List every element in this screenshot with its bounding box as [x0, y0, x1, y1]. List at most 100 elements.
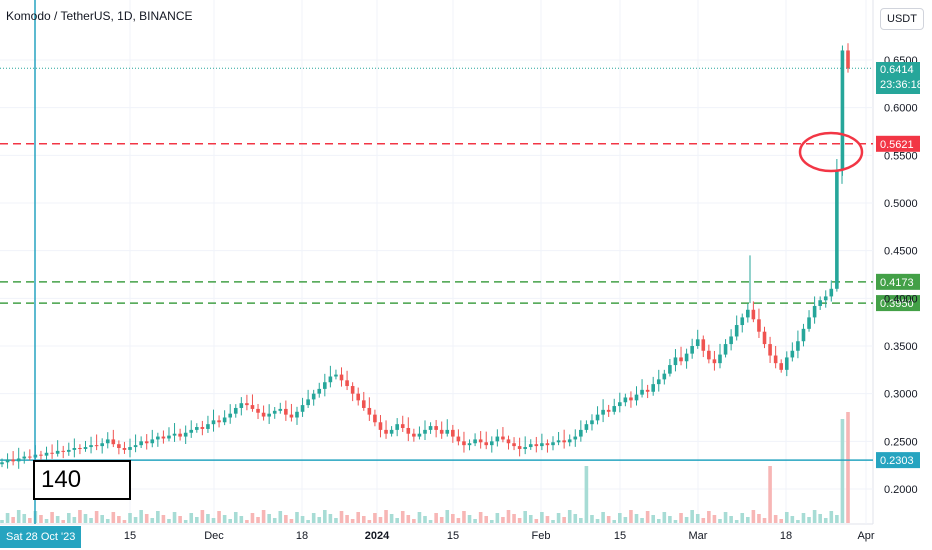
candle-body [72, 448, 77, 450]
candle-body [128, 447, 132, 450]
candle-body [78, 448, 82, 450]
x-tick-label: 15 [124, 530, 136, 542]
volume-bar [167, 519, 171, 523]
candle-body [50, 452, 54, 454]
candle-body [167, 435, 171, 439]
volume-bar [128, 513, 132, 523]
volume-bar [590, 515, 594, 523]
volume-bar [796, 520, 800, 523]
volume-bar [673, 520, 678, 523]
volume-bar [133, 517, 138, 523]
volume-bar [612, 520, 617, 523]
volume-bar [439, 517, 444, 523]
candle-body [66, 449, 71, 452]
volume-bar [156, 511, 160, 523]
candle-body [517, 446, 522, 449]
volume-bar [50, 512, 54, 523]
candle-body [423, 429, 427, 434]
volume-bar [729, 516, 733, 523]
volume-bar [423, 516, 427, 523]
volume-bar [517, 518, 522, 523]
volume-bar [178, 516, 182, 523]
volume-bar [835, 515, 839, 523]
volume-bar [350, 519, 355, 523]
candle-body [144, 441, 149, 444]
volume-bar [707, 511, 711, 523]
candle-body [634, 394, 639, 401]
price-level-label: 0.4173 [880, 277, 914, 289]
candle-body [740, 317, 745, 326]
price-level-tag [876, 295, 920, 312]
volume-bar [579, 518, 583, 523]
candle-body [629, 397, 633, 401]
volume-bar [206, 514, 210, 523]
candle-body [350, 386, 355, 394]
grid-lines [0, 0, 874, 525]
candle-body [428, 426, 433, 430]
candle-body [250, 405, 255, 409]
candle-body [367, 407, 372, 415]
volume-bar [456, 518, 461, 523]
last-price-tag: 0.6414 23:36:18 [876, 62, 923, 94]
candle-body [579, 429, 583, 437]
candle-body [712, 359, 717, 364]
volume-bar [317, 517, 322, 523]
candle-body [779, 363, 784, 370]
candle-body [673, 357, 678, 366]
candle-body [395, 424, 399, 430]
candle-body [729, 336, 733, 345]
candle-body [417, 433, 422, 437]
volume-bar [540, 512, 544, 523]
volume-bar [89, 518, 93, 523]
volume-bar [662, 512, 667, 523]
candle-body [606, 409, 611, 412]
y-tick-label: 0.3000 [884, 389, 918, 401]
candle-body [200, 427, 205, 429]
volume-bar [417, 512, 422, 523]
candle-body [300, 405, 305, 412]
candle-body [111, 439, 116, 445]
y-tick-label: 0.2500 [884, 436, 918, 448]
volume-bar [751, 510, 756, 523]
volume-bar [801, 513, 806, 523]
x-tick-label: Feb [532, 530, 551, 542]
candle-body [651, 384, 655, 392]
overlays [0, 0, 873, 524]
volume-bars [0, 412, 850, 523]
candle-body [306, 399, 310, 406]
candle-body [801, 328, 806, 342]
volume-bar [328, 514, 333, 523]
volume-bar [746, 517, 750, 523]
crosshair-date-label: Sat 28 Oct '23 [0, 526, 82, 548]
volume-bar [139, 510, 143, 523]
candle-body [61, 450, 66, 452]
volume-bar [501, 517, 505, 523]
x-tick-label: Apr [857, 530, 874, 542]
candle-body [723, 344, 728, 355]
volume-bar [467, 515, 472, 523]
price-level-label: 0.2303 [880, 455, 914, 467]
currency-button[interactable]: USDT [880, 8, 924, 30]
volume-bar [66, 513, 71, 523]
count-annotation: 140 [33, 460, 131, 500]
volume-bar [840, 419, 845, 523]
volume-bar [473, 519, 477, 523]
candle-body [640, 389, 644, 395]
volume-bar [773, 515, 778, 523]
volume-bar [395, 518, 399, 523]
volume-bar [567, 510, 572, 523]
price-level-tag [876, 273, 920, 290]
volume-bar [389, 514, 394, 523]
volume-bar [72, 517, 77, 523]
candle-body [595, 414, 600, 421]
candle-body [211, 420, 216, 425]
volume-bar [367, 520, 372, 523]
candle-body [178, 433, 182, 437]
volume-bar [690, 510, 694, 523]
candle-body [139, 441, 143, 446]
candle-body [467, 443, 472, 446]
volume-bar [562, 517, 566, 523]
candle-body [361, 400, 366, 408]
volume-bar [111, 512, 116, 523]
y-tick-label: 0.2000 [884, 484, 918, 496]
